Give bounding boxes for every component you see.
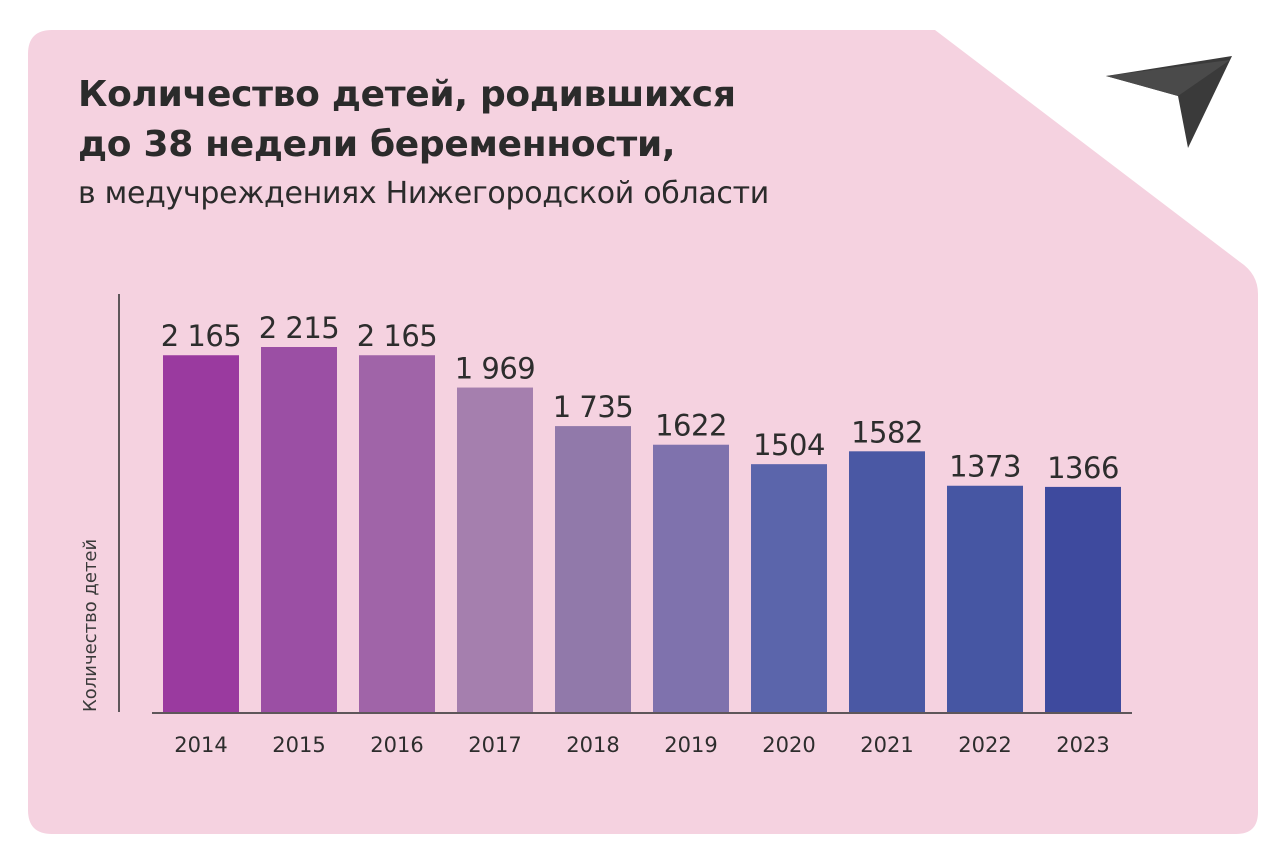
bar-2021 [849, 451, 925, 712]
chart-subtitle: в медучреждениях Нижегородской области [78, 176, 769, 211]
value-label-2019: 1622 [655, 409, 727, 443]
x-tick-label-2015: 2015 [272, 733, 325, 757]
bar-2018 [555, 426, 631, 712]
value-label-2022: 1373 [949, 450, 1021, 484]
x-tick-label-2018: 2018 [566, 733, 619, 757]
value-label-2017: 1 969 [455, 352, 536, 386]
x-tick-label-2023: 2023 [1056, 733, 1109, 757]
x-tick-label-2017: 2017 [468, 733, 521, 757]
x-tick-label-2020: 2020 [762, 733, 815, 757]
title-line-1: Количество детей, родившихся [78, 74, 736, 115]
bars-group: 2 165 2014 2 215 2015 2 165 2016 1 969 2017 1 73… [161, 311, 1121, 757]
x-tick-label-2014: 2014 [174, 733, 227, 757]
x-tick-label-2022: 2022 [958, 733, 1011, 757]
bar-2020 [751, 464, 827, 712]
value-label-2018: 1 735 [553, 390, 634, 424]
y-axis-label: Количество детей [80, 539, 101, 712]
bar-2022 [947, 485, 1023, 712]
value-label-2014: 2 165 [161, 319, 242, 353]
bar-2017 [457, 387, 533, 712]
x-tick-label-2019: 2019 [664, 733, 717, 757]
x-tick-label-2021: 2021 [860, 733, 913, 757]
bar-2014 [163, 355, 239, 712]
value-label-2023: 1366 [1047, 451, 1119, 485]
chart-title: Количество детей, родившихся до 38 недел… [78, 70, 736, 170]
bar-2023 [1045, 486, 1121, 712]
value-label-2016: 2 165 [357, 319, 438, 353]
value-label-2015: 2 215 [259, 311, 340, 345]
bar-2015 [261, 347, 337, 712]
value-label-2021: 1582 [851, 415, 923, 449]
x-tick-label-2016: 2016 [370, 733, 423, 757]
bar-2016 [359, 355, 435, 712]
paper-plane-logo-icon [1106, 56, 1232, 148]
title-line-2: до 38 недели беременности, [78, 124, 676, 165]
bar-2019 [653, 444, 729, 712]
value-label-2020: 1504 [753, 428, 825, 462]
